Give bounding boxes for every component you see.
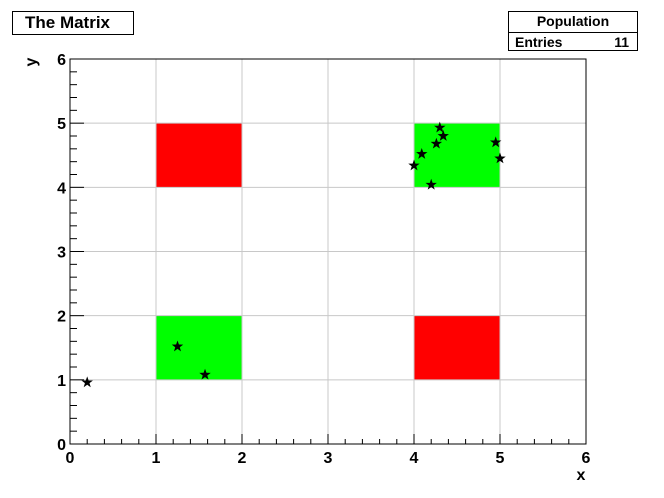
data-point [199,368,211,380]
y-tick-label: 3 [57,245,66,262]
data-point [494,152,506,164]
x-tick-label: 3 [324,450,333,467]
grid-layer [70,59,586,444]
region-0 [156,123,242,188]
region-3 [414,315,500,380]
data-point [171,340,184,352]
stats-box: Population Entries 11 [508,11,638,51]
y-tick-label: 2 [57,309,66,326]
data-point [437,130,449,141]
y-tick-label: 1 [57,373,66,390]
x-tick-label: 5 [496,450,505,467]
axes-layer: 0 1 2 3 4 5 6 0 1 2 3 4 5 6 [57,52,590,467]
stats-entries-row: Entries 11 [509,33,637,51]
x-tick-label: 6 [582,450,591,467]
region-2 [156,315,242,380]
x-tick-label: 2 [238,450,247,467]
y-axis-title: y [23,57,40,66]
data-point [81,376,93,388]
y-tick-label: 4 [57,180,66,197]
y-tick-label: 0 [57,437,66,454]
x-tick-label: 1 [152,450,161,467]
regions-layer [156,123,500,380]
x-tick-label: 4 [410,450,419,467]
data-point [434,121,446,133]
region-1 [414,123,500,188]
data-point [430,137,443,149]
chart-title: The Matrix [12,11,134,35]
stats-entries-value: 11 [614,34,629,50]
y-tick-label: 6 [57,52,66,69]
data-point [408,159,420,171]
data-point [416,147,428,159]
stats-title: Population [509,12,637,33]
points-layer [81,121,506,388]
data-point [425,178,437,190]
x-axis-title: x [577,467,586,484]
x-tick-label: 0 [66,450,75,467]
stats-entries-label: Entries [515,34,563,50]
data-point [489,136,502,148]
y-tick-label: 5 [57,116,66,133]
